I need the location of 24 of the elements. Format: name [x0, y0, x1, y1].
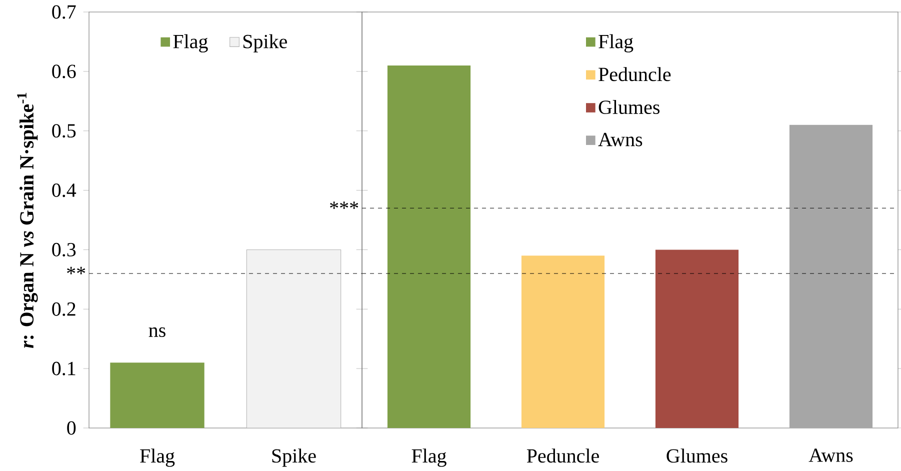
ref-line-label: *** [330, 202, 358, 209]
y-tick-label: 0.2 [52, 302, 76, 316]
x-tick-label: Glumes [666, 448, 728, 463]
y-tick-label: 0.1 [52, 362, 76, 376]
y-tick-label: 0.4 [52, 183, 76, 198]
y-axis-title: r: Organ N vs Grain N·spike$^{-1}$ [17, 92, 38, 348]
y-tick-label: 0 [67, 421, 76, 435]
x-tick-label: Awns [808, 448, 853, 462]
y-tick-label: 0.7 [52, 5, 76, 19]
annotation: ns [148, 327, 166, 338]
x-tick-label: Flag [412, 448, 446, 467]
legend-label: Spike [243, 34, 287, 52]
ref-line-label: ** [67, 266, 86, 274]
y-tick-label: 0.6 [52, 64, 76, 78]
legend-label: Glumes [598, 100, 660, 114]
y-tick-label: 0.5 [52, 124, 76, 138]
x-tick-label: Peduncle [526, 448, 599, 463]
legend-label: Awns [598, 132, 642, 146]
x-tick-label: Flag [140, 448, 175, 467]
legend-label: Peduncle [598, 67, 671, 82]
legend-label: Flag [598, 34, 634, 52]
y-tick-label: 0.3 [52, 242, 76, 257]
legend-label: Flag [173, 34, 208, 52]
x-tick-label: Spike [272, 448, 316, 467]
